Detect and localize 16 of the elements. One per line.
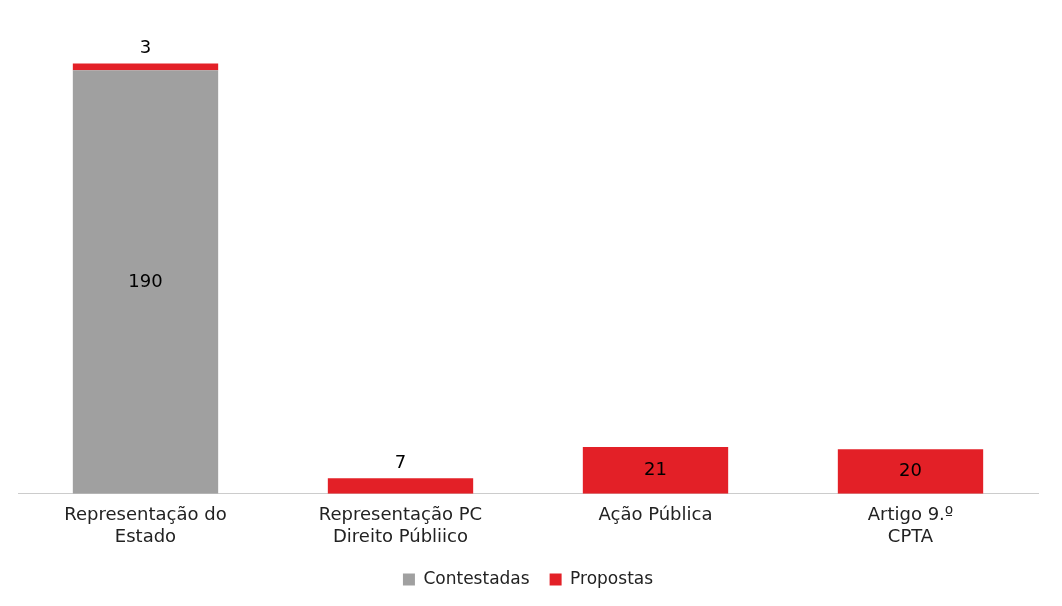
legend-label: Contestadas: [423, 567, 530, 588]
x-tick-label: Artigo 9.º CPTA: [867, 503, 954, 546]
x-tick-label: Representação do Estado: [64, 503, 227, 546]
data-label: 21: [644, 458, 667, 480]
x-tick-label: Ação Pública: [598, 503, 713, 525]
data-label: 190: [128, 269, 163, 291]
bar: [837, 449, 984, 494]
data-label: 20: [899, 459, 922, 481]
x-tick-label: Representação PC Direito Públiico: [318, 503, 483, 546]
legend-label: Propostas: [570, 567, 654, 588]
bar: [327, 478, 474, 494]
data-label: 3: [139, 36, 152, 58]
bar: [582, 446, 729, 494]
bar: [72, 70, 219, 494]
bar: [72, 63, 219, 71]
data-label: 7: [394, 450, 407, 472]
